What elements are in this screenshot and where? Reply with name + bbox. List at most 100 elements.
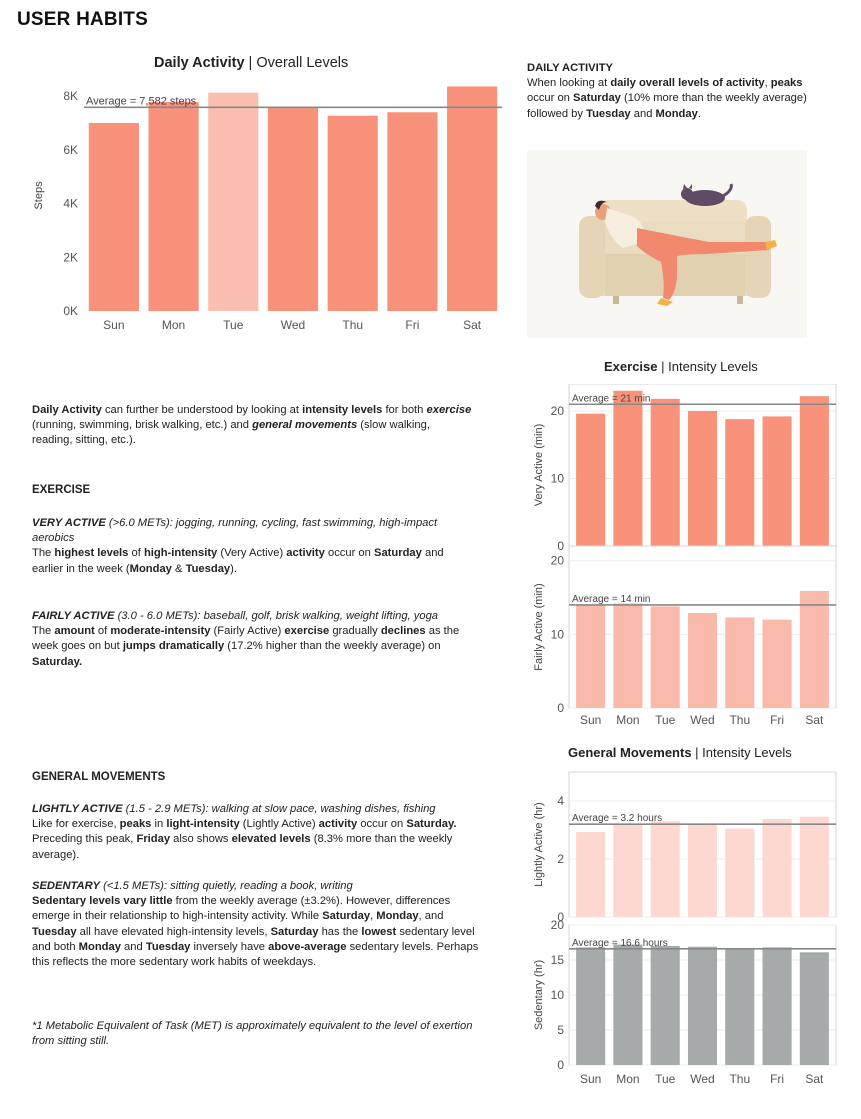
sedentary-ytick-label: 15 bbox=[551, 953, 565, 967]
fairly_active-xtick-label: Tue bbox=[655, 713, 676, 727]
sedentary-y-axis-label: Sedentary (hr) bbox=[533, 960, 545, 1030]
sedentary-xtick-label: Thu bbox=[729, 1072, 750, 1086]
very-active-definition: VERY ACTIVE (>6.0 METs): jogging, runnin… bbox=[32, 517, 438, 545]
sedentary-xtick-label: Tue bbox=[655, 1072, 676, 1086]
couch-illustration-icon bbox=[527, 150, 807, 338]
very_active-ytick-label: 10 bbox=[551, 472, 565, 486]
daily-bar-tue bbox=[208, 92, 259, 311]
sedentary-description: Sedentary levels vary little from the we… bbox=[32, 895, 479, 969]
sedentary-bar-tue bbox=[650, 946, 680, 1065]
daily-chart-heading: Daily Activity | Overall Levels bbox=[154, 55, 348, 71]
lightly_active-bar-sun bbox=[576, 832, 606, 917]
lightly_active-ytick-label: 0 bbox=[557, 910, 564, 924]
sedentary-xtick-label: Sat bbox=[805, 1072, 824, 1086]
daily-note-title: DAILY ACTIVITY bbox=[527, 62, 613, 74]
fairly_active-xtick-label: Sun bbox=[580, 713, 601, 727]
sedentary-bar-fri bbox=[762, 947, 792, 1065]
daily-average-label: Average = 7,582 steps bbox=[86, 95, 197, 107]
sedentary-xtick-label: Mon bbox=[616, 1072, 639, 1086]
very_active-bar-tue bbox=[650, 398, 680, 546]
lightly-active-description: Like for exercise, peaks in light-intens… bbox=[32, 818, 457, 861]
daily-y-axis-label: Steps bbox=[33, 181, 45, 210]
daily-xtick-label: Mon bbox=[162, 318, 185, 332]
daily-xtick-label: Wed bbox=[281, 318, 305, 332]
daily-activity-chart: 0K 2K 4K 6K 8K Sun Mon Tue Wed Thu Fri Sat Average =… bbox=[33, 86, 502, 332]
very-active-block: VERY ACTIVE (>6.0 METs): jogging, runnin… bbox=[32, 516, 477, 577]
fairly_active-bar-mon bbox=[613, 603, 643, 708]
fairly_active-bar-wed bbox=[687, 613, 718, 708]
sedentary-bar-thu bbox=[725, 949, 755, 1065]
daily-ytick-label: 4K bbox=[63, 197, 78, 211]
lightly_active-bar-thu bbox=[725, 828, 755, 917]
very_active-bar-wed bbox=[687, 411, 718, 546]
daily-xtick-label: Sat bbox=[463, 318, 482, 332]
fairly_active-ytick-label: 0 bbox=[557, 701, 564, 715]
daily-note-body: When looking at daily overall levels of … bbox=[527, 77, 807, 120]
sedentary-definition: SEDENTARY (<1.5 METs): sitting quietly, … bbox=[32, 880, 353, 892]
sedentary-ytick-label: 20 bbox=[551, 918, 565, 932]
very_active-ytick-label: 0 bbox=[557, 539, 564, 553]
sedentary-bar-mon bbox=[613, 944, 643, 1065]
exercise-intensity-chart: 0 10 20 Average = 21 min Very Active (min) 0 1… bbox=[533, 384, 837, 727]
lightly-active-definition: LIGHTLY ACTIVE (1.5 - 2.9 METs): walking… bbox=[32, 803, 436, 815]
sedentary-ytick-label: 0 bbox=[557, 1058, 564, 1072]
fairly_active-bar-tue bbox=[650, 606, 680, 708]
very_active-bar-thu bbox=[725, 419, 755, 546]
fairly_active-xtick-label: Thu bbox=[729, 713, 750, 727]
fairly_active-ytick-label: 20 bbox=[551, 554, 565, 568]
daily-xtick-label: Sun bbox=[103, 318, 124, 332]
lightly_active-ytick-label: 4 bbox=[557, 794, 564, 808]
lounging-illustration bbox=[527, 150, 807, 338]
lightly_active-ytick-label: 2 bbox=[557, 852, 564, 866]
sedentary-bar-sun bbox=[576, 947, 606, 1065]
sedentary-bar-wed bbox=[687, 946, 718, 1065]
daily-ytick-label: 2K bbox=[63, 250, 78, 264]
sedentary-block: SEDENTARY (<1.5 METs): sitting quietly, … bbox=[32, 879, 480, 970]
general-movements-chart-heading: General Movements | Intensity Levels bbox=[568, 745, 792, 760]
fairly_active-y-axis-label: Fairly Active (min) bbox=[533, 583, 545, 670]
very_active-bar-fri bbox=[762, 416, 792, 546]
very_active-average-label: Average = 21 min bbox=[572, 393, 650, 404]
daily-chart-heading-bold: Daily Activity bbox=[154, 55, 245, 71]
fairly_active-xtick-label: Mon bbox=[616, 713, 639, 727]
lightly_active-y-axis-label: Lightly Active (hr) bbox=[533, 802, 545, 886]
fairly-active-definition: FAIRLY ACTIVE (3.0 - 6.0 METs): baseball… bbox=[32, 610, 439, 622]
daily-chart-heading-rest: Overall Levels bbox=[256, 55, 349, 71]
daily-xtick-label: Thu bbox=[342, 318, 363, 332]
daily-xtick-label: Fri bbox=[405, 318, 419, 332]
daily-bar-sun bbox=[88, 122, 139, 311]
fairly_active-bar-thu bbox=[725, 617, 755, 708]
fairly_active-xtick-label: Fri bbox=[770, 713, 784, 727]
intro-paragraph: Daily Activity can further be understood… bbox=[32, 404, 472, 447]
daily-xtick-label: Tue bbox=[223, 318, 244, 332]
lightly_active-bar-wed bbox=[687, 823, 718, 917]
daily-bar-fri bbox=[387, 112, 438, 311]
met-footnote: *1 Metabolic Equivalent of Task (MET) is… bbox=[32, 1020, 473, 1048]
sedentary-average-label: Average = 16.6 hours bbox=[572, 938, 668, 949]
very_active-bar-sun bbox=[576, 413, 606, 546]
sedentary-xtick-label: Wed bbox=[690, 1072, 714, 1086]
fairly_active-bar-sun bbox=[576, 604, 606, 708]
lightly_active-bar-sat bbox=[799, 816, 829, 917]
exercise-section-heading: EXERCISE bbox=[32, 484, 91, 496]
fairly_active-bar-fri bbox=[762, 619, 792, 708]
fairly_active-xtick-label: Sat bbox=[805, 713, 824, 727]
very-active-description: The highest levels of high-intensity (Ve… bbox=[32, 547, 444, 575]
lightly-active-block: LIGHTLY ACTIVE (1.5 - 2.9 METs): walking… bbox=[32, 802, 482, 863]
daily-activity-note: DAILY ACTIVITY When looking at daily ove… bbox=[527, 61, 832, 122]
sedentary-bar-sat bbox=[799, 952, 829, 1065]
general-movements-intensity-chart: 0 2 4 Average = 3.2 hours Lightly Active (hr… bbox=[533, 771, 837, 1086]
fairly_active-ytick-label: 10 bbox=[551, 627, 565, 641]
fairly_active-bar-sat bbox=[799, 590, 829, 708]
fairly-active-block: FAIRLY ACTIVE (3.0 - 6.0 METs): baseball… bbox=[32, 609, 487, 670]
very_active-y-axis-label: Very Active (min) bbox=[533, 424, 545, 507]
lightly_active-average-label: Average = 3.2 hours bbox=[572, 813, 662, 824]
lightly_active-bar-mon bbox=[613, 823, 643, 917]
sedentary-xtick-label: Sun bbox=[580, 1072, 601, 1086]
very_active-bar-mon bbox=[613, 390, 643, 546]
page-title: USER HABITS bbox=[17, 9, 148, 30]
sedentary-ytick-label: 10 bbox=[551, 988, 565, 1002]
exercise-chart-heading: Exercise | Intensity Levels bbox=[604, 359, 758, 374]
general-movements-section-heading: GENERAL MOVEMENTS bbox=[32, 771, 166, 783]
daily-chart-heading-sep: | bbox=[244, 55, 257, 71]
